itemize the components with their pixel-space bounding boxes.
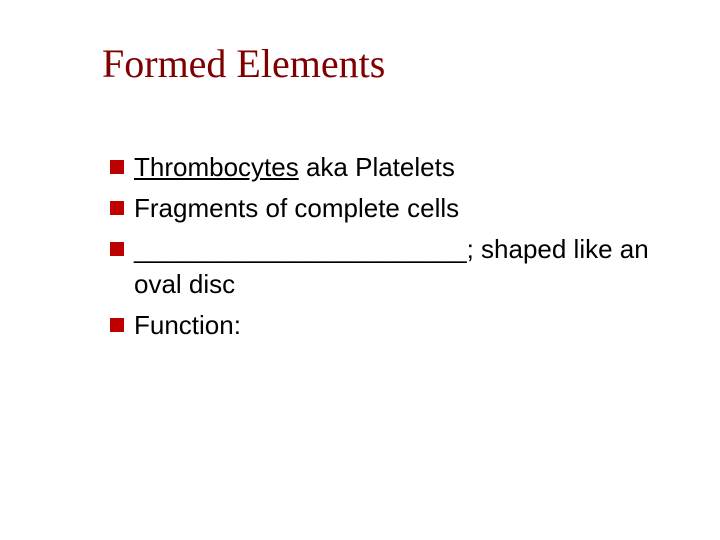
list-item: Fragments of complete cells [110,191,690,226]
square-bullet-icon [110,201,124,215]
slide: Formed Elements Thrombocytes aka Platele… [0,0,720,540]
item-rest-text: aka Platelets [299,152,455,182]
list-item: _______________________; shaped like an … [110,232,690,302]
list-item-text: Thrombocytes aka Platelets [134,150,690,185]
square-bullet-icon [110,160,124,174]
slide-title: Formed Elements [102,40,385,87]
slide-body: Thrombocytes aka Platelets Fragments of … [110,150,690,349]
underlined-term: Thrombocytes [134,152,299,182]
list-item-text: Fragments of complete cells [134,191,690,226]
list-item: Function: [110,308,690,343]
list-item-text: _______________________; shaped like an … [134,232,690,302]
list-item-text: Function: [134,308,690,343]
list-item: Thrombocytes aka Platelets [110,150,690,185]
square-bullet-icon [110,318,124,332]
square-bullet-icon [110,242,124,256]
